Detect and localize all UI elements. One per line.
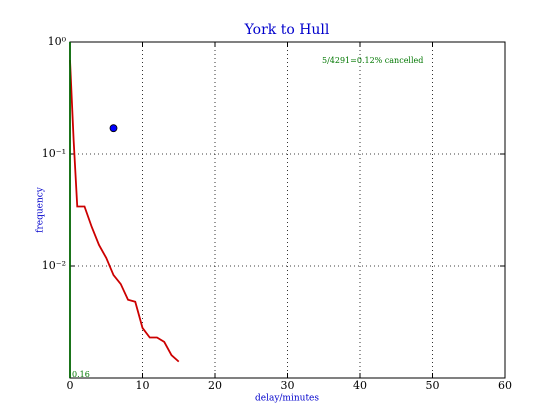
annotation: 0.16	[72, 370, 90, 379]
chart-title: York to Hull	[244, 22, 330, 38]
y-tick-label: 10⁻²	[42, 259, 66, 272]
point	[109, 124, 118, 133]
y-axis-label: frequency	[36, 186, 46, 233]
x-tick-label: 50	[426, 379, 440, 392]
x-tick-label: 10	[136, 379, 150, 392]
x-tick-label: 0	[67, 379, 74, 392]
x-tick-label: 30	[281, 379, 295, 392]
x-tick-label: 60	[498, 379, 512, 392]
x-tick-label: 20	[208, 379, 222, 392]
y-tick-label: 10⁰	[48, 35, 67, 48]
x-tick-label: 40	[353, 379, 367, 392]
y-tick-label: 10⁻¹	[42, 147, 66, 160]
annotation: 5/4291=0.12% cancelled	[322, 56, 423, 65]
x-axis-label: delay/minutes	[255, 394, 319, 404]
series-line	[69, 60, 180, 363]
